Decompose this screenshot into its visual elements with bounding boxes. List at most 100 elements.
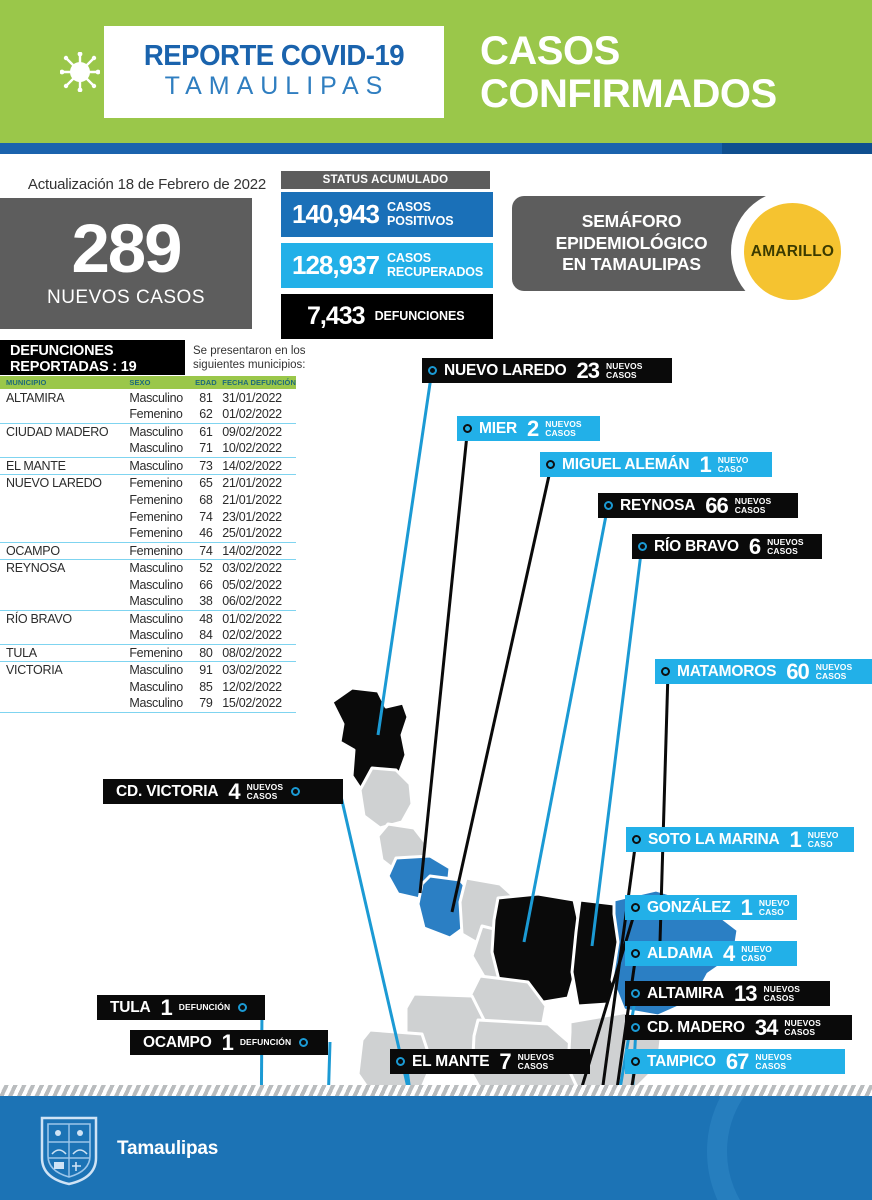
map-callout-gonzalez[interactable]: GONZÁLEZ 1 NUEVO CASO — [625, 895, 797, 920]
callout-quantity: 1 — [699, 451, 711, 477]
callout-quantity: 4 — [722, 940, 735, 966]
deaths-title-line1: DEFUNCIONES — [10, 343, 114, 359]
callout-pin-icon — [463, 424, 472, 433]
cell-sexo: Femenino — [123, 541, 194, 559]
cell-fecha: 08/02/2022 — [218, 643, 296, 661]
cell-edad: 61 — [193, 422, 219, 440]
map-callout-nuevo-laredo[interactable]: NUEVO LAREDO 23 NUEVOS CASOS — [422, 358, 672, 383]
new-cases-number: 289 — [71, 210, 182, 288]
cell-sexo: Masculino — [123, 609, 194, 627]
map-callout-mier[interactable]: MIER 2 NUEVOS CASOS — [457, 416, 600, 441]
callout-municipality-name: OCAMPO — [143, 1033, 212, 1051]
cell-fecha: 05/02/2022 — [222, 577, 282, 592]
map-callout-miguel-aleman[interactable]: MIGUEL ALEMÁN 1 NUEVO CASO — [540, 452, 772, 477]
virus-icon — [59, 51, 101, 93]
map-callout-altamira[interactable]: ALTAMIRA 13 NUEVOS CASOS — [625, 981, 830, 1006]
page-header: REPORTE COVID-19 TAMAULIPAS CASOS CONFIR… — [0, 0, 872, 143]
page-title: CASOS CONFIRMADOS — [480, 29, 777, 116]
col-edad: EDAD — [193, 376, 219, 389]
callout-pin-icon — [638, 542, 647, 551]
table-row: NUEVO LAREDO Femenino 65 21/01/2022 — [0, 473, 296, 491]
cell-edad: 38 — [199, 594, 213, 609]
cell-sexo: Masculino — [123, 695, 194, 713]
table-row: Masculino 79 15/02/2022 — [0, 695, 296, 713]
cell-fecha: 14/02/2022 — [218, 541, 296, 559]
page-footer: Tamaulipas — [0, 1096, 872, 1200]
map-callout-cd-victoria[interactable]: CD. VICTORIA 4 NUEVOS CASOS — [103, 779, 343, 804]
cell-fecha: 03/02/2022 — [218, 660, 296, 678]
table-row: Masculino 71 10/02/2022 — [0, 440, 296, 457]
municipality-reynosa — [490, 892, 582, 1006]
callout-municipality-name: ALDAMA — [647, 944, 713, 962]
map-callout-tula[interactable]: TULA 1 DEFUNCIÓN — [97, 995, 265, 1020]
table-row: EL MANTE Masculino 73 14/02/2022 — [0, 456, 296, 474]
cell-edad: 80 — [193, 643, 219, 661]
new-cases-card: 289 NUEVOS CASOS — [0, 198, 252, 329]
callout-municipality-name: RÍO BRAVO — [654, 537, 739, 555]
cell-edad: 66 — [199, 577, 213, 592]
tamaulipas-coat-of-arms-icon — [38, 1114, 100, 1186]
callout-quantity: 67 — [725, 1048, 750, 1074]
table-row: Femenino 68 21/01/2022 — [0, 491, 296, 508]
stat-label-recuperados-l2: RECUPERADOS — [386, 264, 484, 279]
callout-quantity: 1 — [221, 1029, 234, 1055]
cell-fecha: 02/02/2022 — [222, 628, 282, 643]
cell-sexo: Femenino — [129, 509, 183, 524]
callout-municipality-name: ALTAMIRA — [647, 984, 725, 1002]
semaforo-level-badge: AMARILLO — [744, 203, 841, 300]
callout-unit-label: NUEVOS CASOS — [605, 360, 643, 380]
callout-quantity: 1 — [789, 826, 802, 852]
cell-edad: 74 — [193, 541, 219, 559]
cell-fecha: 31/01/2022 — [222, 390, 282, 405]
cell-municipio: VICTORIA — [0, 660, 124, 678]
col-municipio: MUNICIPIO — [0, 376, 124, 389]
callout-quantity: 1 — [740, 894, 753, 920]
semaforo-text: SEMÁFORO EPIDEMIOLÓGICO EN TAMAULIPAS — [556, 211, 708, 275]
cell-sexo: Masculino — [123, 456, 194, 474]
cell-fecha: 21/01/2022 — [218, 473, 296, 491]
cell-edad: 62 — [199, 407, 213, 422]
callout-unit-label: DEFUNCIÓN — [239, 1037, 292, 1048]
callout-unit-label: NUEVOS CASOS — [784, 1017, 821, 1037]
map-callout-aldama[interactable]: ALDAMA 4 NUEVO CASO — [625, 941, 797, 966]
cell-sexo: Masculino — [129, 441, 183, 456]
callout-pin-icon — [661, 667, 670, 676]
callout-quantity: 7 — [499, 1048, 511, 1074]
callout-municipality-name: SOTO LA MARINA — [648, 830, 780, 848]
map-callout-ocampo[interactable]: OCAMPO 1 DEFUNCIÓN — [130, 1030, 328, 1055]
table-row: Femenino 74 23/01/2022 — [0, 508, 296, 525]
table-row: Masculino 84 02/02/2022 — [0, 627, 296, 644]
semaforo-line1: SEMÁFORO — [581, 211, 682, 232]
deaths-table-header-row: MUNICIPIO SEXO EDAD FECHA DEFUNCIÓN — [0, 376, 296, 389]
cell-edad: 71 — [199, 441, 213, 456]
stat-row-positivos: 140,943 CASOS POSITIVOS — [281, 192, 493, 237]
table-row: Masculino 66 05/02/2022 — [0, 576, 296, 593]
map-callout-cd-madero[interactable]: CD. MADERO 34 NUEVOS CASOS — [625, 1015, 852, 1040]
callout-unit-label: NUEVOS CASOS — [755, 1051, 792, 1071]
callout-pin-icon — [604, 501, 613, 510]
map-callout-rio-bravo[interactable]: RÍO BRAVO 6 NUEVOS CASOS — [632, 534, 822, 559]
callout-quantity: 23 — [576, 357, 600, 383]
map-callout-matamoros[interactable]: MATAMOROS 60 NUEVOS CASOS — [655, 659, 872, 684]
callout-unit-label: NUEVOS CASOS — [246, 781, 284, 801]
callout-pin-icon — [428, 366, 437, 375]
update-date: Actualización 18 de Febrero de 2022 — [27, 176, 267, 193]
page-title-line1: CASOS — [480, 29, 620, 73]
footer-dashed-divider — [0, 1085, 872, 1096]
map-callout-tampico[interactable]: TAMPICO 67 NUEVOS CASOS — [625, 1049, 845, 1074]
table-row: VICTORIA Masculino 91 03/02/2022 — [0, 660, 296, 678]
cell-sexo: Masculino — [129, 679, 183, 694]
cell-fecha: 25/01/2022 — [222, 526, 282, 541]
logo-title-line1: REPORTE COVID-19 — [143, 39, 405, 72]
callout-quantity: 34 — [754, 1014, 779, 1040]
callout-pin-icon — [632, 835, 641, 844]
map-callout-soto-la-marina[interactable]: SOTO LA MARINA 1 NUEVO CASO — [626, 827, 854, 852]
cell-fecha: 03/02/2022 — [218, 558, 296, 576]
cell-sexo: Femenino — [129, 407, 183, 422]
footer-state-name: Tamaulipas — [117, 1138, 219, 1159]
cell-fecha: 01/02/2022 — [218, 609, 296, 627]
map-callout-reynosa[interactable]: REYNOSA 66 NUEVOS CASOS — [598, 493, 798, 518]
new-cases-label: NUEVOS CASOS — [46, 286, 206, 308]
map-callout-el-mante[interactable]: EL MANTE 7 NUEVOS CASOS — [390, 1049, 590, 1074]
stat-label-recuperados: CASOS RECUPERADOS — [379, 252, 483, 278]
